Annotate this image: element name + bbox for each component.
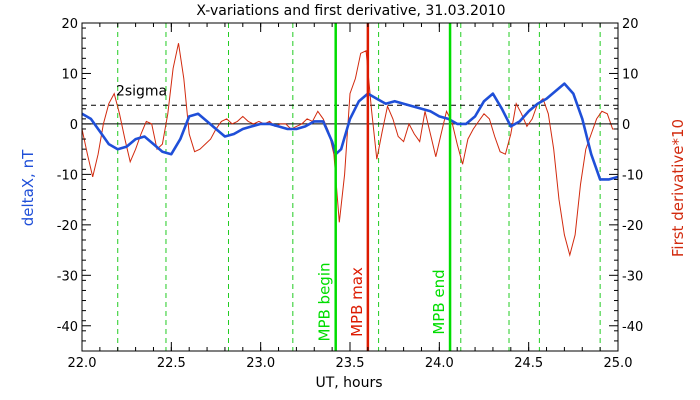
sigma-label: 2sigma bbox=[116, 83, 167, 99]
marker-label: MPB end bbox=[430, 269, 448, 334]
y-tick-label-left: -10 bbox=[57, 168, 78, 183]
y-tick-label-left: 10 bbox=[61, 67, 78, 82]
marker-label: MPB max bbox=[348, 267, 366, 337]
y-tick-label-left: 0 bbox=[70, 118, 78, 133]
series-line-deltax bbox=[81, 82, 619, 181]
y-tick-label-right: -40 bbox=[622, 320, 643, 335]
y-axis-label-left: deltaX, nT bbox=[19, 149, 37, 226]
y-tick-label-right: -30 bbox=[622, 269, 643, 284]
y-axis-label-right: First derivative*10 bbox=[669, 119, 687, 257]
y-tick-label-right: 10 bbox=[622, 67, 639, 82]
x-tick-label: 25.0 bbox=[604, 356, 633, 371]
x-tick-label: 22.0 bbox=[68, 356, 97, 371]
y-tick-label-left: -20 bbox=[57, 219, 78, 234]
chart-title: X-variations and first derivative, 31.03… bbox=[196, 3, 505, 19]
y-tick-label-left: -40 bbox=[57, 320, 78, 335]
marker-label: MPB begin bbox=[316, 263, 334, 342]
x-tick-label: 24.5 bbox=[514, 356, 543, 371]
y-tick-label-right: 0 bbox=[622, 118, 630, 133]
y-tick-label-left: -30 bbox=[57, 269, 78, 284]
x-tick-label: 23.5 bbox=[336, 356, 365, 371]
y-tick-label-right: 20 bbox=[622, 17, 639, 32]
series-line-derivative bbox=[81, 43, 618, 258]
plot-area: 2sigma MPB begin MPB max MPB end 22.0 22.5 23.… bbox=[57, 17, 643, 371]
x-axis-label: UT, hours bbox=[315, 375, 382, 391]
y-tick-label-right: -20 bbox=[622, 219, 643, 234]
x-tick-label: 24.0 bbox=[425, 356, 454, 371]
y-tick-label-right: -10 bbox=[622, 168, 643, 183]
x-tick-label: 22.5 bbox=[157, 356, 186, 371]
x-tick-label: 23.0 bbox=[246, 356, 275, 371]
y-tick-label-left: 20 bbox=[61, 17, 78, 32]
